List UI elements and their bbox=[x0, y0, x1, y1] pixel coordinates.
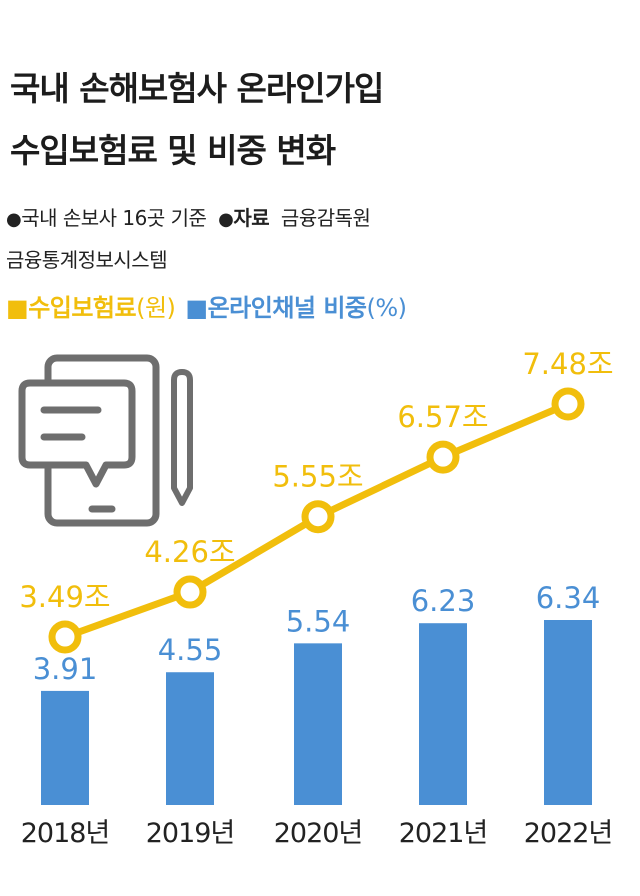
line-label-3: 6.57조 bbox=[397, 400, 488, 434]
line-label-2: 5.55조 bbox=[272, 460, 363, 494]
line-label-4: 7.48조 bbox=[522, 347, 613, 381]
x-tick-3: 2021년 bbox=[399, 818, 488, 849]
bar-series bbox=[41, 620, 592, 805]
x-tick-2: 2020년 bbox=[274, 818, 363, 849]
bar-0 bbox=[41, 690, 89, 805]
legend: ■수입보험료(원) ■온라인채널 비중(%) bbox=[6, 288, 636, 323]
tablet-chat-pencil-icon bbox=[18, 354, 193, 527]
legend-premium-unit: (원) bbox=[136, 294, 176, 322]
line-point-2 bbox=[301, 500, 335, 534]
meta-row-2: 금융통계정보시스템 bbox=[6, 240, 636, 280]
meta-row-1: ●국내 손보사 16곳 기준 ●자료 금융감독원 bbox=[6, 198, 636, 240]
basis-note: 국내 손보사 16곳 기준 bbox=[21, 206, 207, 230]
bar-4 bbox=[544, 620, 592, 805]
source-1: 금융감독원 bbox=[280, 206, 371, 230]
x-tick-4: 2022년 bbox=[524, 818, 613, 849]
source-label: 자료 bbox=[233, 206, 270, 230]
line-point-0 bbox=[48, 620, 82, 654]
bar-label-0: 3.91 bbox=[33, 652, 98, 686]
bullet-icon: ● bbox=[218, 209, 234, 230]
line-labels: 3.49조 4.26조 5.55조 6.57조 7.48조 bbox=[19, 347, 613, 614]
line-series bbox=[48, 387, 585, 654]
bar-3 bbox=[419, 623, 467, 805]
legend-square-yellow-icon: ■ bbox=[6, 294, 29, 322]
x-axis-ticks: 2018년 2019년 2020년 2021년 2022년 bbox=[21, 818, 614, 849]
x-tick-1: 2019년 bbox=[146, 818, 235, 849]
source-2: 금융통계정보시스템 bbox=[6, 248, 168, 272]
chart-meta: ●국내 손보사 16곳 기준 ●자료 금융감독원 금융통계정보시스템 bbox=[6, 198, 636, 280]
legend-premium: ■수입보험료(원) bbox=[6, 294, 176, 322]
line-point-1 bbox=[173, 575, 207, 609]
bar-label-4: 6.34 bbox=[536, 581, 601, 615]
bar-label-1: 4.55 bbox=[158, 633, 223, 667]
title-line-2: 수입보험료 및 비중 변화 bbox=[10, 131, 336, 170]
legend-share: ■온라인채널 비중(%) bbox=[185, 294, 408, 322]
chart-title: 국내 손해보험사 온라인가입 수입보험료 및 비중 변화 bbox=[10, 58, 630, 182]
bullet-icon: ● bbox=[6, 209, 22, 230]
line-point-3 bbox=[426, 440, 460, 474]
line-label-0: 3.49조 bbox=[19, 580, 110, 614]
line-label-1: 4.26조 bbox=[144, 535, 235, 569]
bar-labels: 3.91 4.55 5.54 6.23 6.34 bbox=[33, 581, 601, 686]
bar-label-2: 5.54 bbox=[286, 604, 351, 638]
legend-share-name: 온라인채널 비중 bbox=[207, 294, 367, 322]
line-point-4 bbox=[551, 387, 585, 421]
bar-2 bbox=[294, 643, 342, 805]
bar-1 bbox=[166, 672, 214, 805]
legend-share-unit: (%) bbox=[366, 294, 408, 322]
legend-square-blue-icon: ■ bbox=[185, 294, 208, 322]
bar-label-3: 6.23 bbox=[411, 584, 476, 618]
title-line-1: 국내 손해보험사 온라인가입 bbox=[10, 69, 384, 108]
x-tick-0: 2018년 bbox=[21, 818, 110, 849]
legend-premium-name: 수입보험료 bbox=[28, 294, 137, 322]
